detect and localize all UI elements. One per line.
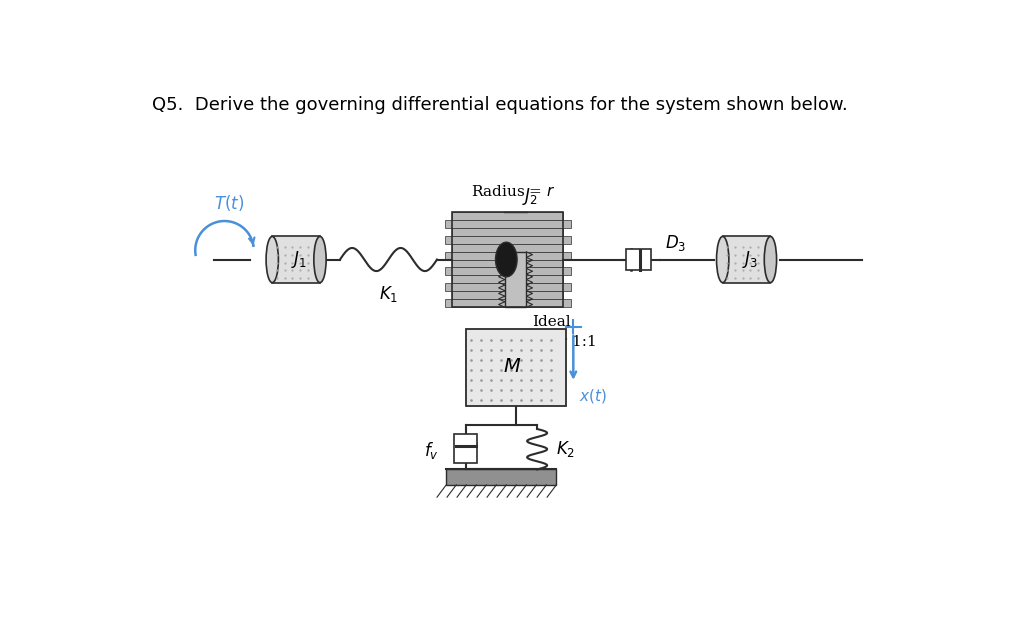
Text: $J_1$: $J_1$ [291,249,307,270]
Bar [466,329,565,406]
Text: $D_3$: $D_3$ [665,232,686,252]
Text: Q5.  Derive the governing differential equations for the system shown below.: Q5. Derive the governing differential eq… [153,96,848,114]
Bar [627,248,651,270]
Polygon shape [453,212,563,220]
Polygon shape [444,252,571,259]
Polygon shape [444,236,571,243]
Polygon shape [444,220,571,228]
Bar [505,252,526,308]
Text: $K_1$: $K_1$ [379,284,398,304]
Text: $f_v$: $f_v$ [424,440,438,461]
Ellipse shape [496,242,517,277]
Polygon shape [453,243,563,252]
Ellipse shape [764,236,776,282]
Polygon shape [444,268,571,275]
Bar [446,469,556,485]
Bar [272,236,319,282]
Text: gear 1:1: gear 1:1 [532,335,597,349]
Ellipse shape [266,236,279,282]
Text: Radius = $r$: Radius = $r$ [471,184,555,199]
Polygon shape [444,299,571,308]
Polygon shape [453,228,563,236]
Bar [454,434,477,464]
Text: $T(t)$: $T(t)$ [214,193,245,213]
Polygon shape [444,283,571,291]
Polygon shape [453,259,563,268]
Text: $K_2$: $K_2$ [556,439,575,459]
Polygon shape [453,291,563,299]
Text: $x(t)$: $x(t)$ [580,386,607,404]
Text: $M$: $M$ [503,358,521,376]
Ellipse shape [717,236,729,282]
Bar [723,236,770,282]
Text: $J_2$: $J_2$ [521,186,538,207]
Polygon shape [453,275,563,283]
Text: Ideal: Ideal [532,315,571,329]
Ellipse shape [313,236,326,282]
Text: $J_3$: $J_3$ [741,249,758,270]
Bar [453,212,563,308]
